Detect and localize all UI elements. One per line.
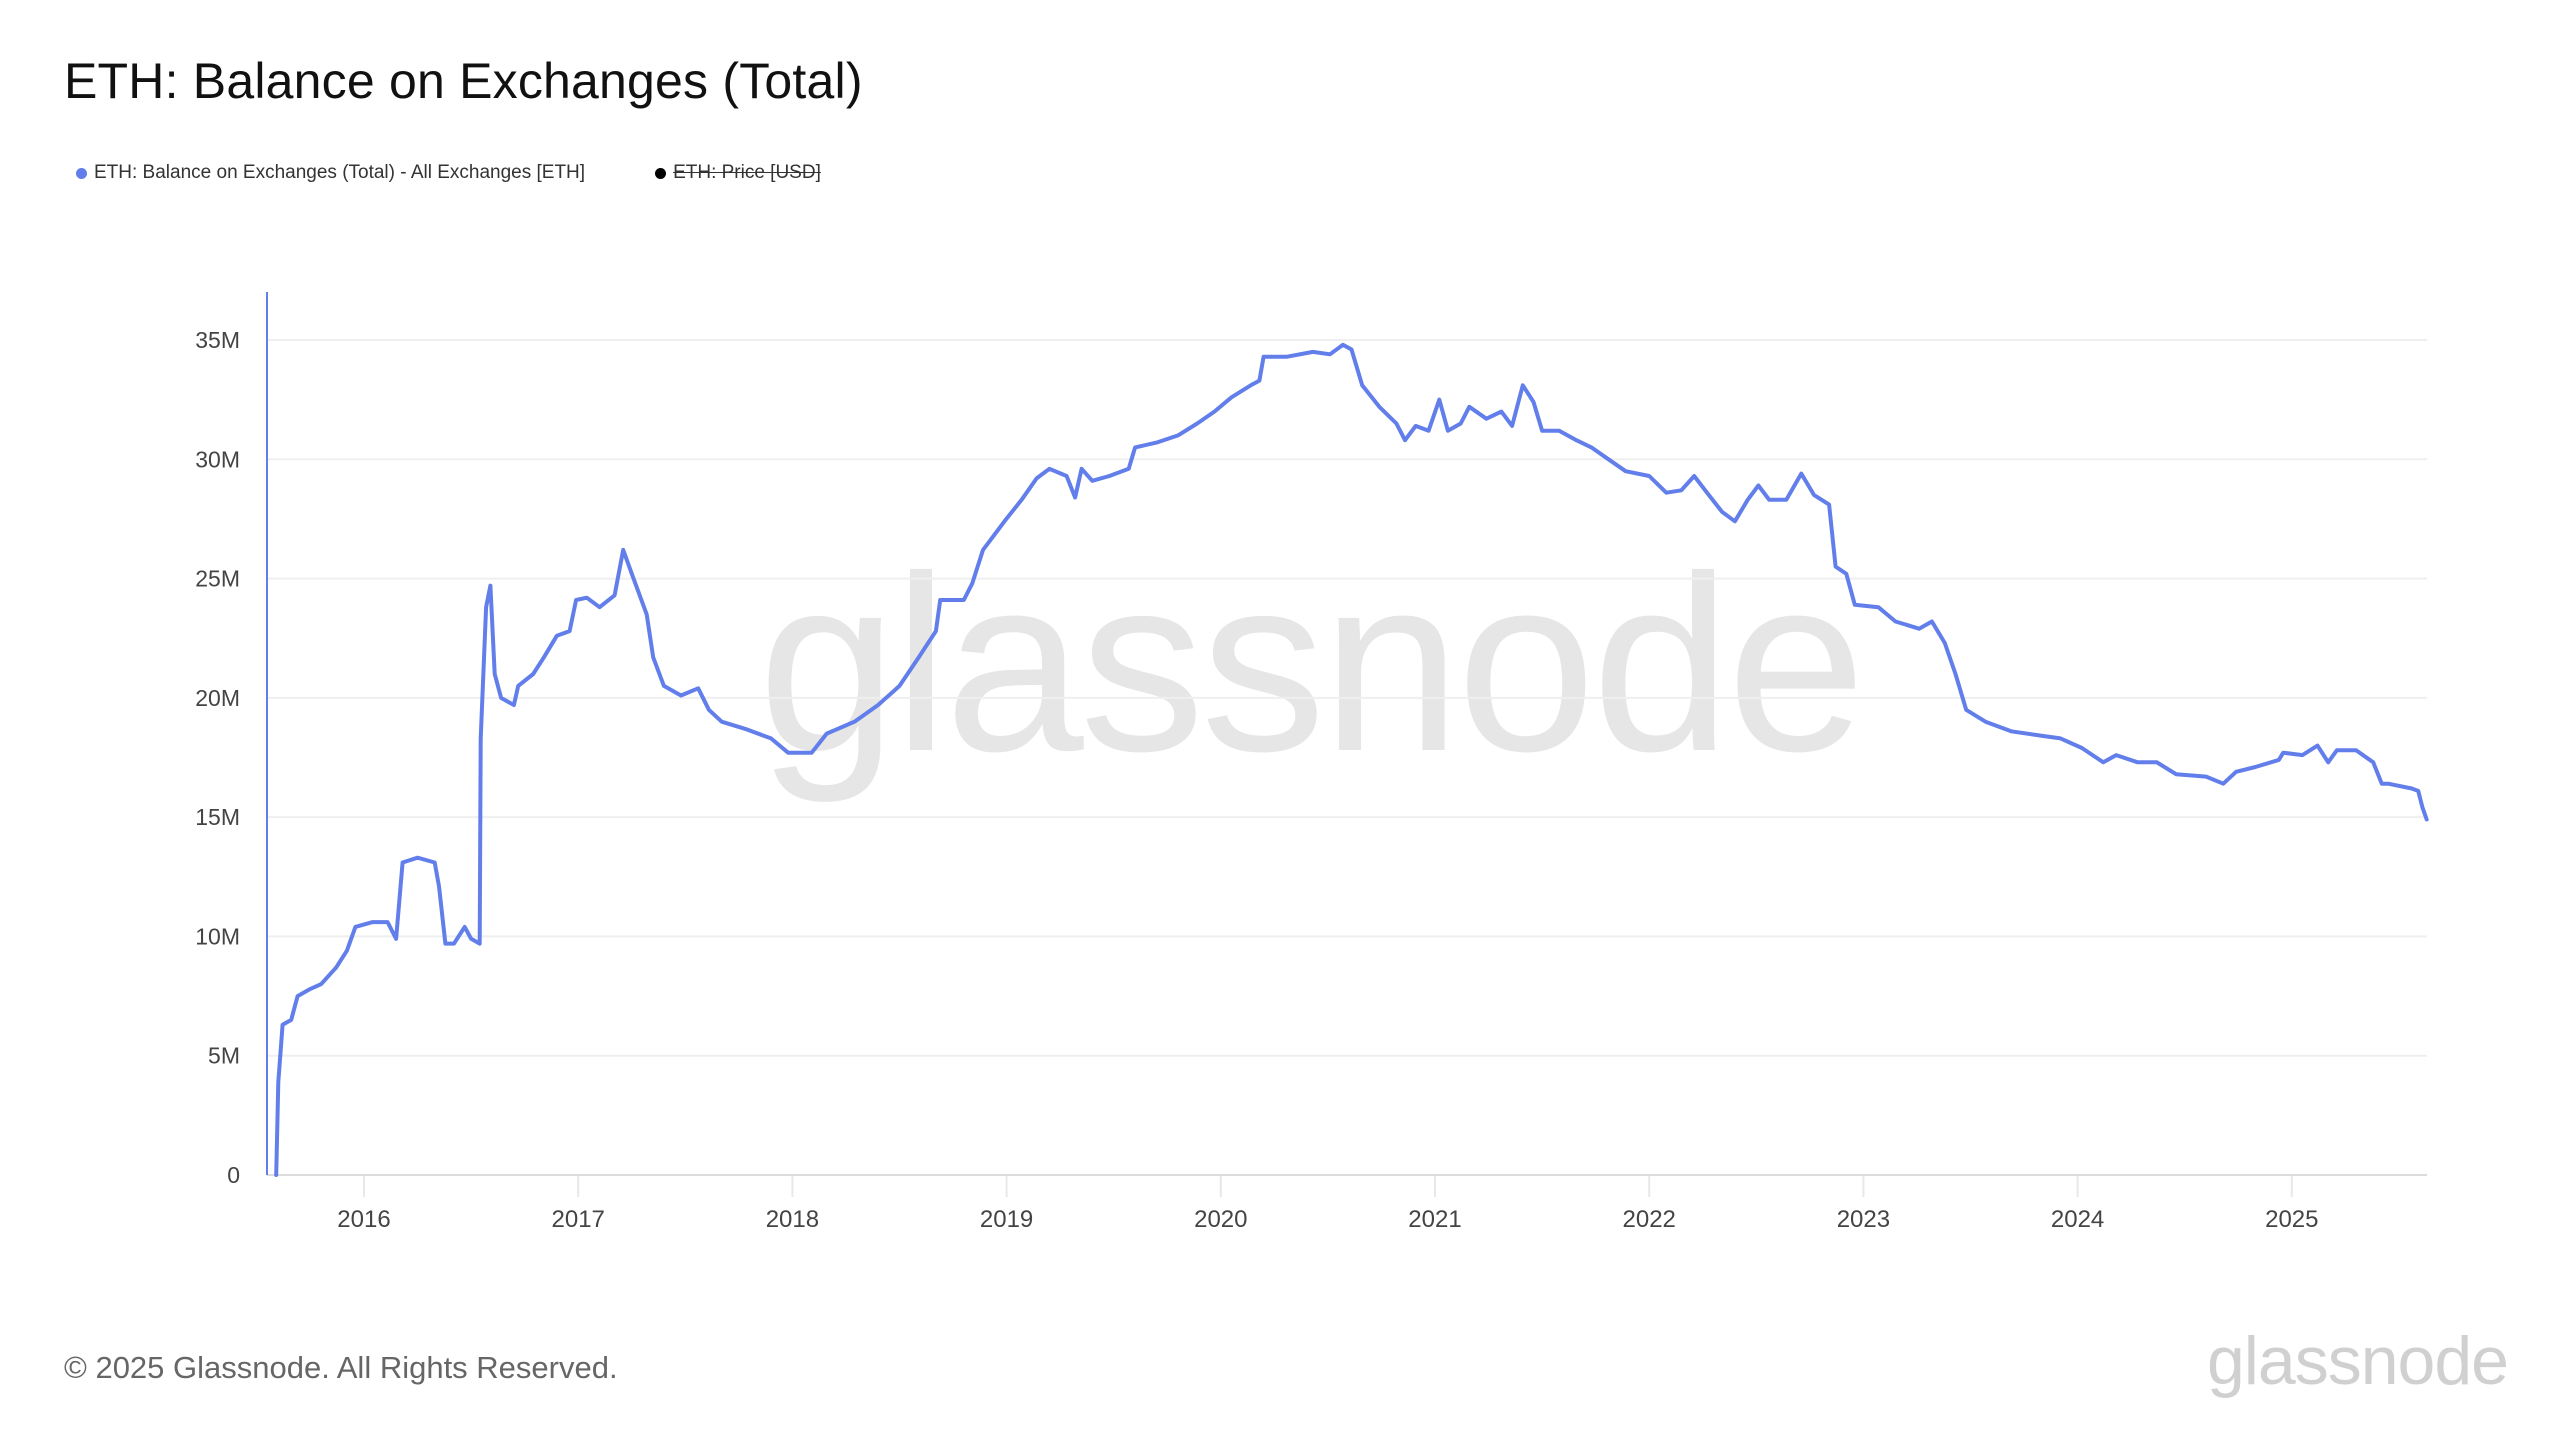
y-tick-label: 15M: [195, 804, 240, 830]
legend-item-balance[interactable]: ETH: Balance on Exchanges (Total) - All …: [76, 162, 585, 184]
legend-label: ETH: Balance on Exchanges (Total) - All …: [94, 162, 586, 183]
y-tick-label: 10M: [195, 923, 240, 949]
x-tick-label: 2016: [337, 1206, 390, 1233]
x-tick-label: 2017: [552, 1206, 605, 1233]
legend-label: ETH: Price [USD]: [673, 162, 821, 183]
gridlines: [267, 339, 2427, 1057]
y-tick-label: 35M: [195, 327, 240, 353]
glassnode-logo: glassnode: [2206, 1323, 2509, 1399]
y-tick-label: 0: [227, 1162, 240, 1188]
x-axis-ticks: 2016 2017 2018 2019 2020 2021 2022 2023 2024 2025: [337, 1175, 2318, 1233]
legend: ETH: Balance on Exchanges (Total) - All …: [76, 162, 821, 184]
x-tick-label: 2024: [2051, 1206, 2104, 1233]
x-tick-label: 2025: [2265, 1206, 2318, 1233]
x-tick-label: 2018: [766, 1206, 819, 1233]
x-tick-label: 2020: [1194, 1206, 1247, 1233]
x-tick-label: 2022: [1623, 1206, 1676, 1233]
legend-dot-icon: [655, 167, 667, 179]
y-axis-ticks: 0 5M 10M 15M 20M 25M 30M 35M: [195, 327, 240, 1188]
balance-line[interactable]: [274, 342, 2429, 1177]
y-tick-label: 5M: [208, 1043, 240, 1069]
y-tick-label: 30M: [195, 446, 240, 472]
legend-dot-icon: [76, 167, 87, 179]
y-tick-label: 20M: [195, 685, 240, 711]
y-tick-label: 25M: [195, 566, 240, 592]
copyright-footer: © 2025 Glassnode. All Rights Reserved.: [64, 1350, 618, 1385]
chart-title: ETH: Balance on Exchanges (Total): [64, 53, 863, 109]
legend-item-price[interactable]: ETH: Price [USD]: [655, 162, 821, 184]
x-tick-label: 2023: [1837, 1206, 1890, 1233]
x-tick-label: 2019: [980, 1206, 1033, 1233]
x-tick-label: 2021: [1408, 1206, 1461, 1233]
